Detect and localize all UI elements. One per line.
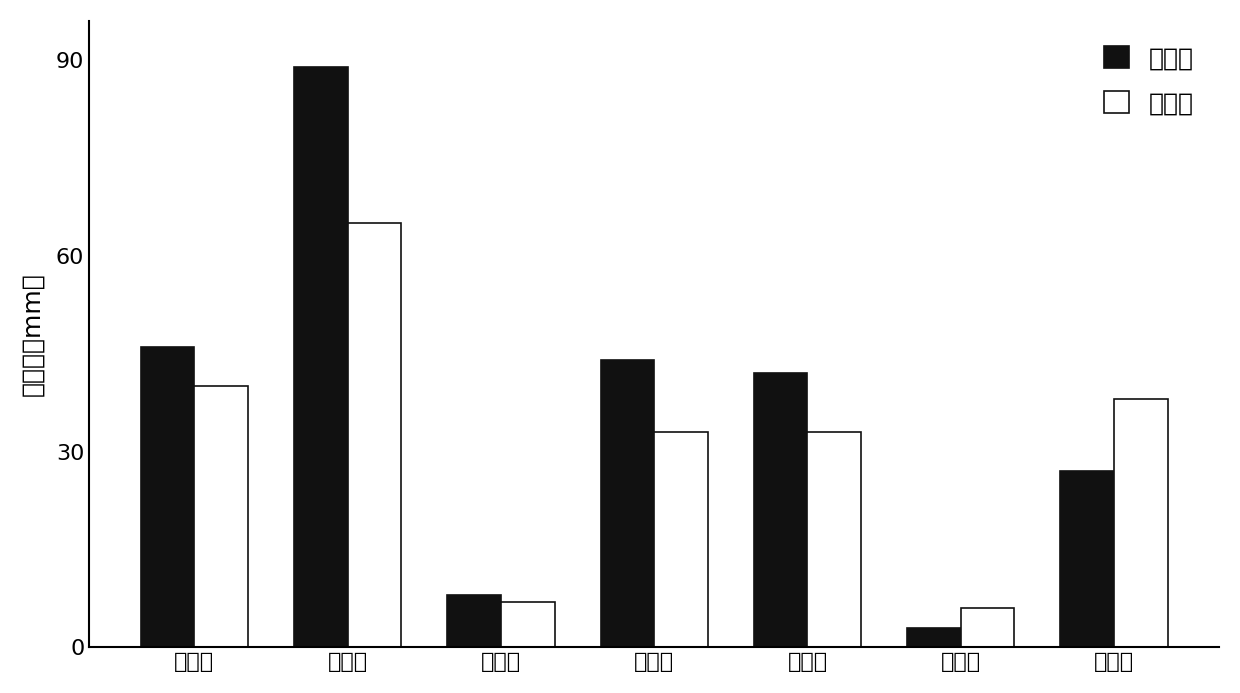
Bar <box>600 360 655 647</box>
Bar <box>448 595 501 647</box>
Bar <box>754 374 807 647</box>
Bar <box>501 602 554 647</box>
Bar <box>195 386 248 647</box>
Y-axis label: 径流量（mm）: 径流量（mm） <box>21 272 45 396</box>
Bar <box>347 223 402 647</box>
Bar <box>961 608 1014 647</box>
Bar <box>1115 399 1168 647</box>
Bar <box>908 628 961 647</box>
Legend: 实测值, 模拟值: 实测值, 模拟值 <box>1091 33 1207 128</box>
Bar <box>807 432 861 647</box>
Bar <box>140 347 195 647</box>
Bar <box>294 67 347 647</box>
Bar <box>655 432 708 647</box>
Bar <box>1060 471 1115 647</box>
